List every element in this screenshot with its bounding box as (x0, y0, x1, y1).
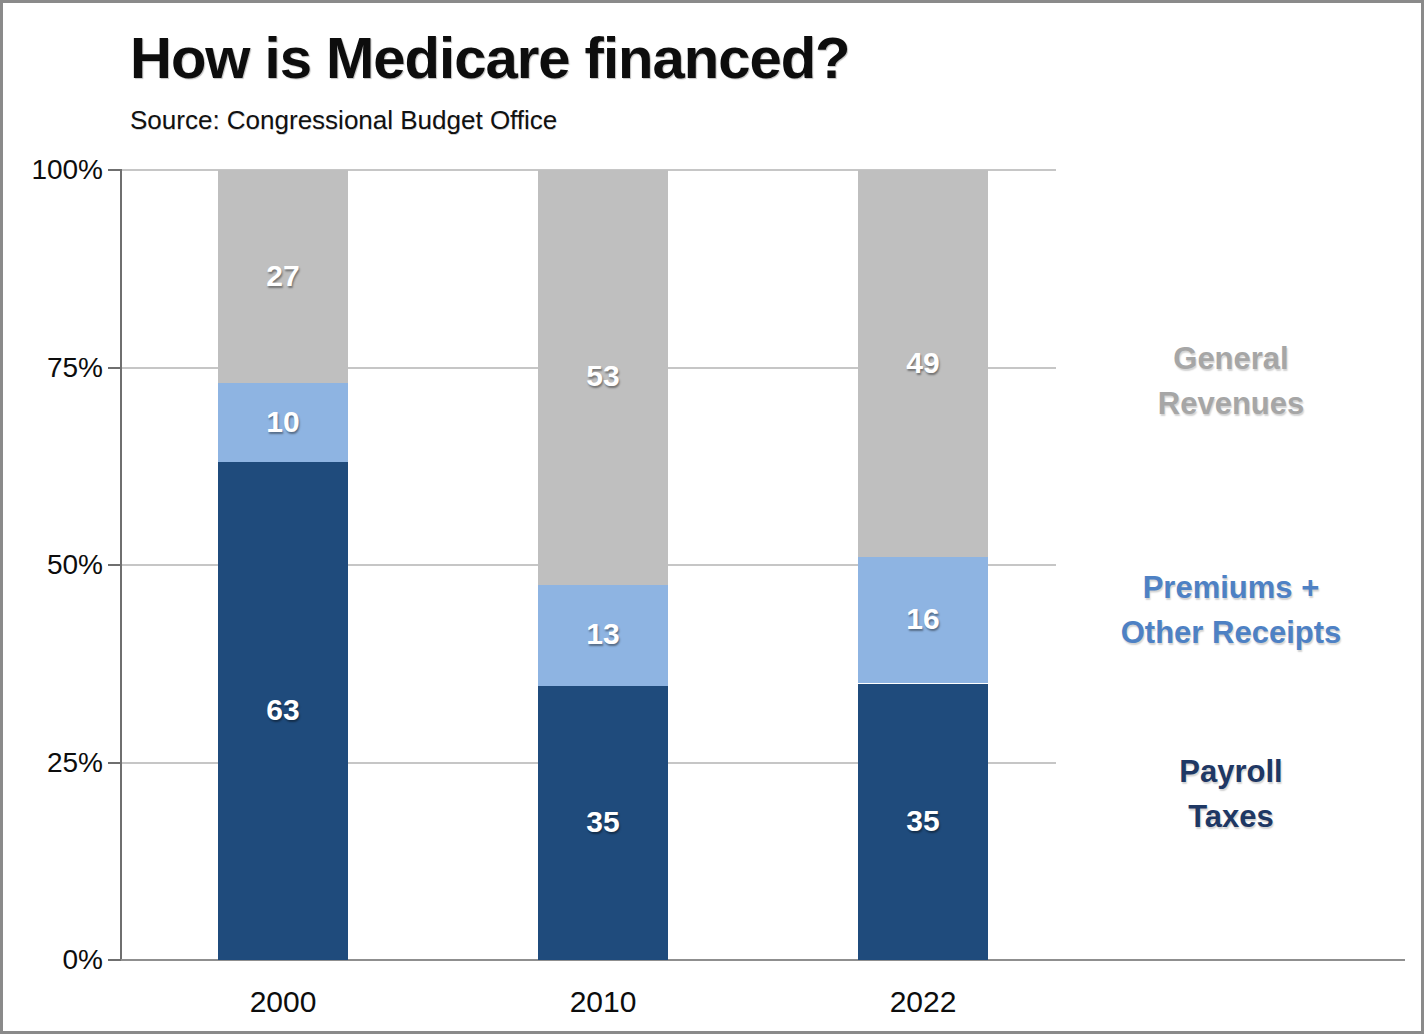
legend-entry-line: General (1041, 336, 1421, 381)
x-axis-label-2022: 2022 (858, 987, 988, 1017)
legend-entry-line: Payroll (1041, 749, 1421, 794)
y-axis-tick-75 (108, 367, 121, 369)
y-axis-tick-100 (108, 169, 121, 171)
chart-title: How is Medicare financed? (130, 27, 850, 89)
y-axis-tick-label-75: 75% (3, 354, 103, 382)
y-axis-tick-label-100: 100% (3, 156, 103, 184)
legend-entry-line: Premiums + (1041, 565, 1421, 610)
legend-entry-line: Revenues (1041, 381, 1421, 426)
bar-value-label: 16 (858, 602, 988, 636)
x-axis-label-2000: 2000 (218, 987, 348, 1017)
y-axis-tick-50 (108, 564, 121, 566)
bar-segment-premiums-other-receipts-2000: 10 (218, 383, 348, 462)
chart-source-note: Source: Congressional Budget Office (130, 105, 557, 136)
bar-segment-premiums-other-receipts-2010: 13 (538, 585, 668, 687)
bar-value-label: 63 (218, 693, 348, 727)
y-axis-tick-25 (108, 762, 121, 764)
bar-value-label: 10 (218, 405, 348, 439)
bar-segment-payroll-taxes-2000: 63 (218, 462, 348, 960)
legend-entry-premiums-other-receipts: Premiums +Other Receipts (1041, 565, 1421, 655)
bar-value-label: 53 (538, 359, 668, 393)
y-axis-tick-label-50: 50% (3, 551, 103, 579)
legend-entry-general-revenues: GeneralRevenues (1041, 336, 1421, 426)
y-axis-tick-0 (108, 959, 121, 961)
bar-segment-general-revenues-2000: 27 (218, 170, 348, 383)
bar-value-label: 13 (538, 617, 668, 651)
y-axis-tick-label-25: 25% (3, 749, 103, 777)
bar-value-label: 35 (858, 804, 988, 838)
bar-segment-payroll-taxes-2022: 35 (858, 684, 988, 961)
legend-entry-payroll-taxes: PayrollTaxes (1041, 749, 1421, 839)
bar-segment-premiums-other-receipts-2022: 16 (858, 557, 988, 683)
chart-frame: How is Medicare financed? Source: Congre… (0, 0, 1424, 1034)
legend-entry-line: Taxes (1041, 794, 1421, 839)
x-axis-label-2010: 2010 (538, 987, 668, 1017)
y-axis-tick-label-0: 0% (3, 946, 103, 974)
bar-value-label: 35 (538, 805, 668, 839)
bar-segment-payroll-taxes-2010: 35 (538, 686, 668, 960)
bar-segment-general-revenues-2010: 53 (538, 170, 668, 585)
bar-value-label: 49 (858, 346, 988, 380)
bar-segment-general-revenues-2022: 49 (858, 170, 988, 557)
bar-value-label: 27 (218, 259, 348, 293)
legend-entry-line: Other Receipts (1041, 610, 1421, 655)
